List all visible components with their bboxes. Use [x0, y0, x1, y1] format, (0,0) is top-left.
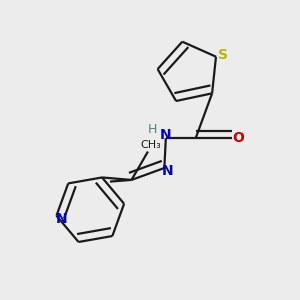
Text: H: H [148, 123, 157, 136]
Text: O: O [232, 131, 244, 145]
Text: N: N [161, 164, 173, 178]
Text: N: N [56, 212, 68, 226]
Text: CH₃: CH₃ [140, 140, 161, 150]
Text: N: N [160, 128, 172, 142]
Text: S: S [218, 48, 228, 62]
